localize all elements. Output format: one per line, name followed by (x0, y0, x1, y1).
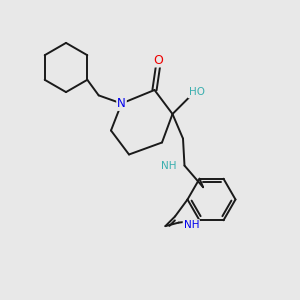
Text: O: O (153, 53, 163, 67)
Text: NH: NH (184, 220, 199, 230)
Text: HO: HO (188, 87, 205, 98)
Text: NH: NH (161, 160, 177, 171)
Text: N: N (117, 97, 126, 110)
